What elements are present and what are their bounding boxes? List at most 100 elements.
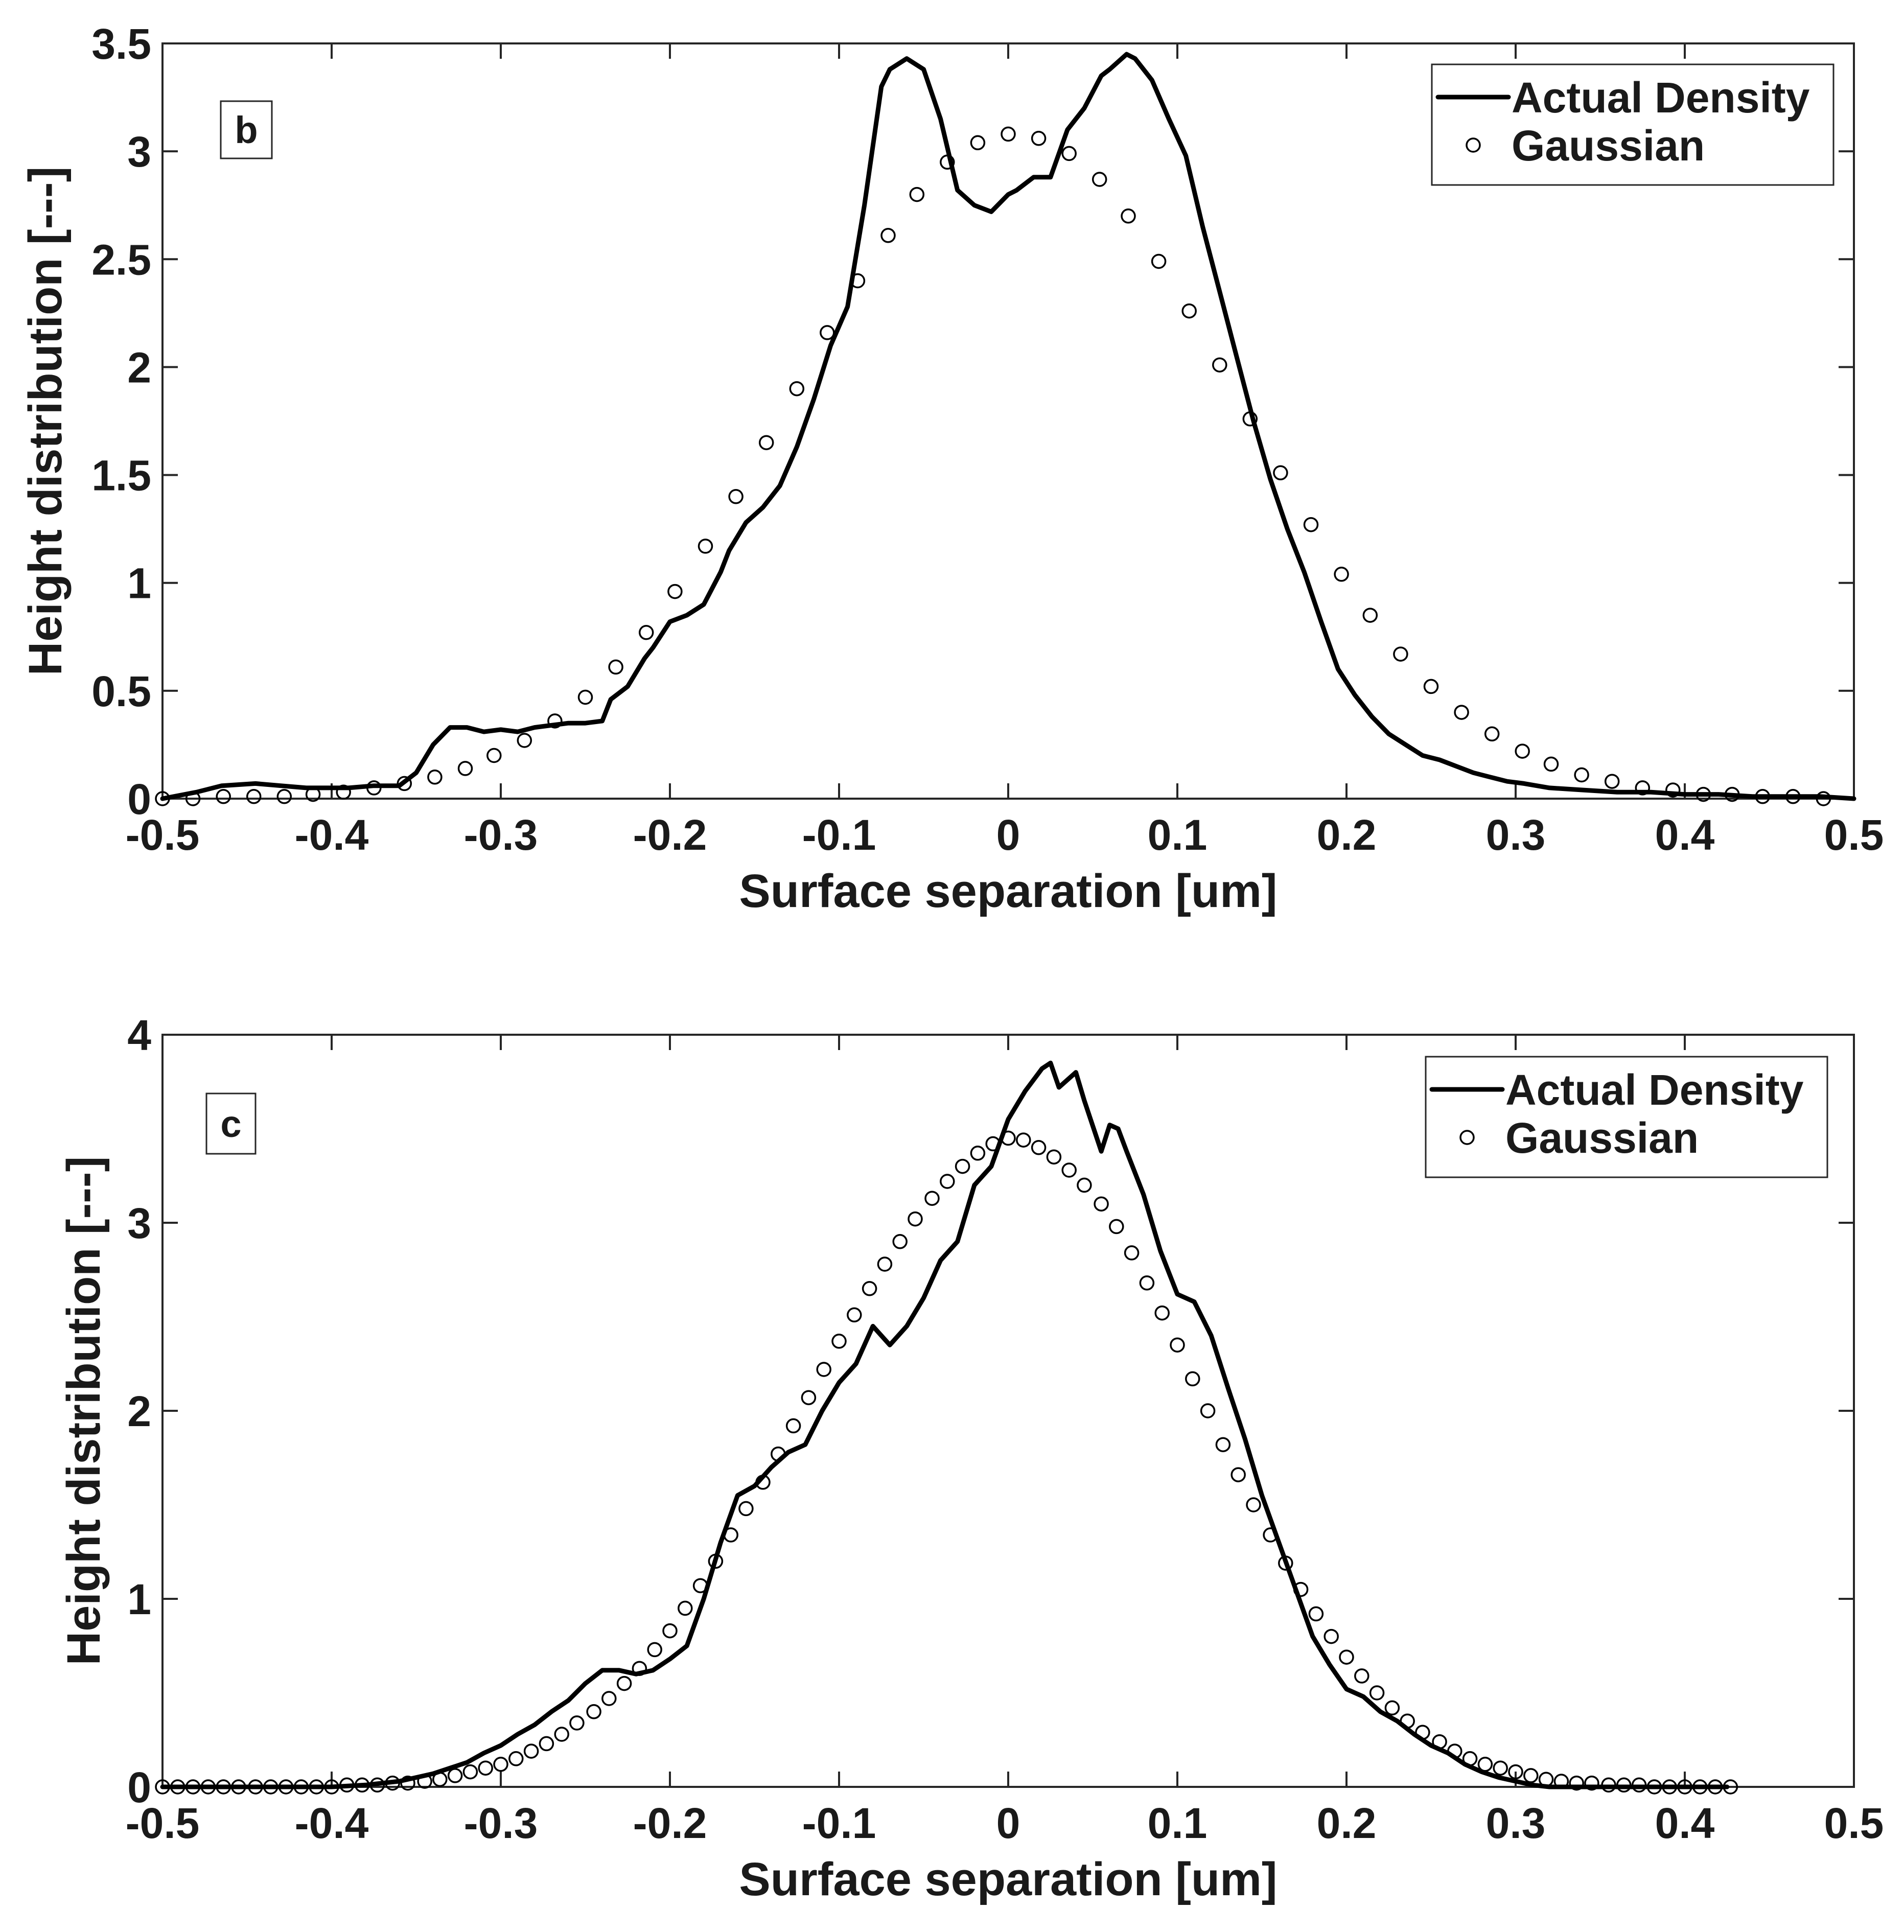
gaussian-point: [1031, 1140, 1047, 1155]
gaussian-point: [1616, 1777, 1632, 1793]
gaussian-point: [880, 228, 896, 243]
chart-panel-b: -0.5 -0.4 -0.3 -0.2 -0.1 0 0.1 0.2 0.3 0.4 0.5 0 0.5…: [19, 20, 1884, 917]
gaussian-point: [547, 713, 563, 729]
x-axis-label: Surface separation [um]: [739, 865, 1277, 917]
x-tick-label: -0.1: [802, 1799, 876, 1847]
gaussian-point: [1323, 1628, 1339, 1644]
y-tick-label: 4: [127, 1011, 151, 1059]
gaussian-point: [493, 1757, 508, 1772]
gaussian-point: [1200, 1403, 1216, 1418]
y-tick-label: 3: [127, 1199, 151, 1247]
gaussian-point: [339, 1777, 355, 1793]
gaussian-point: [909, 187, 925, 202]
gaussian-point: [1677, 1779, 1692, 1795]
gaussian-point: [1553, 1774, 1569, 1789]
gaussian-point: [785, 1418, 801, 1434]
gaussian-point: [336, 784, 351, 800]
gaussian-point: [789, 381, 805, 397]
gaussian-point: [1574, 767, 1589, 783]
gaussian-point: [1181, 303, 1197, 319]
x-tick-label: 0: [996, 1799, 1020, 1847]
gaussian-point: [427, 770, 443, 785]
gaussian-point: [200, 1779, 216, 1795]
gaussian-point: [366, 780, 382, 796]
gaussian-point: [305, 786, 321, 802]
gaussian-point: [638, 625, 654, 640]
gaussian-point: [1151, 253, 1167, 269]
gaussian-point: [517, 733, 532, 748]
gaussian-point: [1293, 1581, 1309, 1597]
gaussian-point: [1631, 1777, 1647, 1793]
gaussian-point: [385, 1775, 400, 1791]
x-tick-label: -0.3: [464, 1799, 538, 1847]
gaussian-point: [1212, 357, 1227, 373]
gaussian-point: [1755, 789, 1771, 804]
gaussian-point: [970, 135, 986, 151]
x-tick-label: 0.4: [1655, 811, 1715, 859]
x-tick-label: -0.4: [295, 1799, 369, 1847]
gaussian-point: [1354, 1668, 1369, 1684]
gaussian-point: [723, 1527, 738, 1543]
gaussian-point: [1523, 1768, 1539, 1783]
legend-swatch-circle: [1466, 137, 1481, 153]
gaussian-point: [1334, 567, 1349, 582]
gaussian-point: [662, 1623, 678, 1639]
gaussian-point: [1393, 646, 1408, 662]
gaussian-point: [820, 325, 835, 340]
gaussian-point: [1278, 1555, 1293, 1571]
x-tick-label: 0: [996, 811, 1020, 859]
gaussian-point: [955, 1158, 970, 1174]
gaussian-point: [1432, 1734, 1447, 1750]
gaussian-point: [369, 1777, 385, 1793]
gaussian-point: [970, 1146, 986, 1161]
x-tick-label: 0.2: [1317, 1799, 1377, 1847]
gaussian-point: [523, 1743, 539, 1759]
gaussian-point: [1121, 208, 1136, 224]
y-tick-label: 1: [127, 560, 151, 608]
gaussian-point: [432, 1772, 448, 1787]
gaussian-point: [728, 489, 744, 504]
gaussian-point: [1230, 1467, 1246, 1482]
gaussian-point: [1635, 780, 1651, 796]
gaussian-point: [1400, 1713, 1415, 1729]
gaussian-point: [276, 789, 292, 804]
gaussian-point: [293, 1779, 309, 1795]
gaussian-point: [924, 1191, 940, 1206]
x-tick-label: -0.5: [126, 1799, 200, 1847]
gaussian-point: [601, 1691, 617, 1706]
gaussian-point: [1001, 1130, 1016, 1146]
gaussian-point: [1308, 1606, 1324, 1622]
gaussian-point: [862, 1281, 877, 1296]
gaussian-point: [577, 689, 593, 705]
gaussian-point: [170, 1779, 185, 1795]
gaussian-point: [569, 1715, 585, 1731]
gaussian-point: [632, 1661, 647, 1676]
gaussian-point: [478, 1760, 493, 1776]
gaussian-point: [1362, 608, 1378, 623]
gaussian-point: [1246, 1497, 1261, 1512]
y-tick-label: 2: [127, 343, 151, 391]
gaussian-point: [1477, 1757, 1493, 1772]
gaussian-point: [940, 154, 955, 170]
y-axis-label: Height distribution [---]: [19, 167, 72, 676]
gaussian-point: [1493, 1760, 1508, 1776]
gaussian-point: [1601, 1777, 1616, 1793]
gaussian-point: [486, 748, 502, 763]
gaussian-point: [1124, 1245, 1140, 1261]
x-tick-label: 0.1: [1148, 1799, 1208, 1847]
gaussian-point: [771, 1446, 786, 1462]
gaussian-point: [1707, 1779, 1723, 1795]
gaussian-point: [1092, 172, 1107, 187]
gaussian-point: [397, 776, 412, 792]
gaussian-point: [1662, 1779, 1677, 1795]
gaussian-point: [1215, 1437, 1231, 1452]
gaussian-point: [216, 789, 231, 804]
gaussian-point: [850, 273, 866, 289]
gaussian-point: [309, 1779, 324, 1795]
legend-box: [1431, 63, 1835, 186]
legend-box: [1425, 1056, 1828, 1178]
gaussian-point: [1604, 774, 1620, 789]
gaussian-point: [185, 791, 201, 806]
y-tick-label: 3: [127, 128, 151, 176]
legend-label-gaussian: Gaussian: [1512, 122, 1705, 170]
